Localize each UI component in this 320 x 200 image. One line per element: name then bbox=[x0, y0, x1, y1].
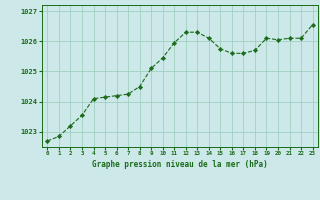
X-axis label: Graphe pression niveau de la mer (hPa): Graphe pression niveau de la mer (hPa) bbox=[92, 160, 268, 169]
